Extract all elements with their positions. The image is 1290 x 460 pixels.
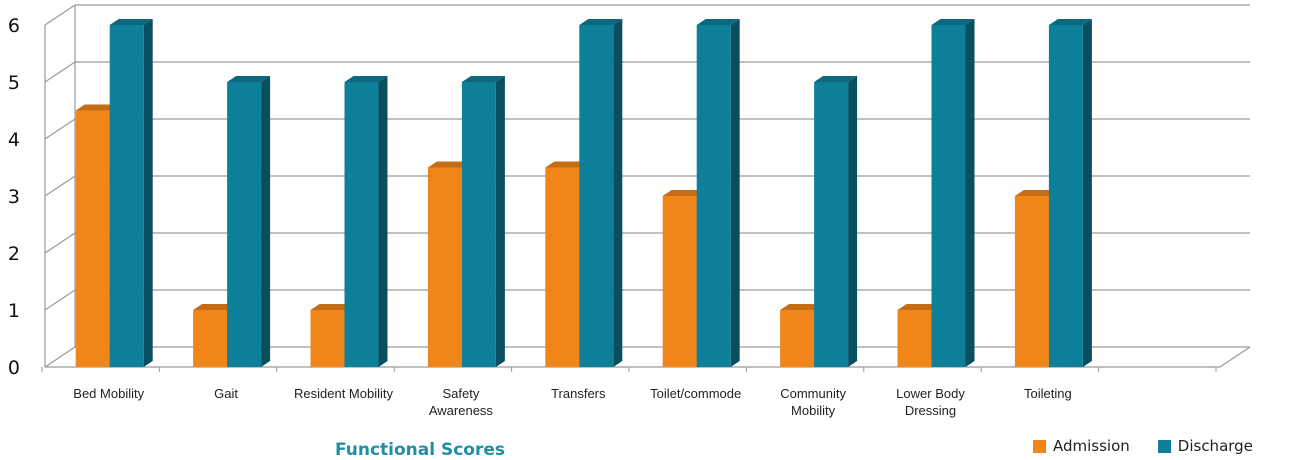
bar-top-discharge	[344, 76, 388, 82]
floor-right-edge	[1219, 346, 1251, 368]
chart-title: Functional Scores	[334, 440, 506, 460]
legend-item-discharge: Discharge	[1157, 437, 1253, 455]
x-tick-label: Awareness	[429, 403, 494, 418]
bar-top-discharge	[109, 19, 153, 25]
bar-top-admission	[427, 161, 471, 168]
x-tick-label: Mobility	[791, 403, 836, 418]
x-tick-label: Resident Mobility	[294, 386, 393, 401]
bar-top-discharge	[931, 19, 975, 25]
legend-swatch-admission	[1033, 439, 1046, 453]
bar-top-discharge	[1048, 19, 1092, 25]
bar-top-discharge	[814, 76, 858, 82]
gridline-side	[44, 118, 76, 140]
bar-admission	[1014, 196, 1049, 367]
legend-label-discharge: Discharge	[1177, 437, 1253, 455]
bar-side-discharge	[613, 19, 623, 367]
bar-top-admission	[662, 190, 706, 196]
x-tick-label: Bed Mobility	[73, 386, 144, 401]
legend-label-admission: Admission	[1053, 437, 1130, 455]
bar-top-admission	[310, 304, 354, 310]
legend-item-admission: Admission	[1033, 437, 1130, 455]
bar-side-discharge	[143, 19, 153, 367]
bar-discharge	[696, 25, 731, 367]
gridline-side	[44, 4, 76, 26]
bar-side-discharge	[261, 76, 271, 367]
y-tick-label: 1	[8, 300, 20, 322]
bar-side-discharge	[378, 76, 388, 367]
bar-top-admission	[193, 304, 237, 310]
bar-admission	[545, 167, 580, 367]
y-tick-label: 2	[8, 243, 20, 265]
bar-admission	[193, 310, 228, 367]
bar-admission	[662, 196, 697, 367]
bar-discharge	[461, 82, 496, 367]
bar-top-discharge	[696, 19, 740, 25]
bar-top-discharge	[579, 19, 623, 25]
bar-discharge	[814, 82, 849, 367]
x-tick-label: Toileting	[1024, 386, 1072, 401]
x-tick-label: Community	[780, 386, 846, 401]
bar-top-discharge	[461, 76, 505, 82]
bar-side-discharge	[495, 76, 505, 367]
bar-top-discharge	[227, 76, 271, 82]
bar-discharge	[931, 25, 966, 367]
gridline-side	[44, 61, 76, 83]
gridline-side	[44, 289, 76, 311]
bar-side-discharge	[1082, 19, 1092, 367]
gridline-side	[44, 175, 76, 197]
x-tick-label: Gait	[214, 386, 238, 401]
x-tick-label: Transfers	[551, 386, 606, 401]
bar-admission	[310, 310, 345, 367]
y-tick-label: 5	[8, 72, 20, 94]
bar-discharge	[1048, 25, 1083, 367]
bar-discharge	[344, 82, 379, 367]
bar-admission	[897, 310, 932, 367]
x-tick-label: Dressing	[905, 403, 956, 418]
x-tick-label: Safety	[442, 386, 479, 401]
x-tick-label: Lower Body	[896, 386, 965, 401]
bar-side-discharge	[965, 19, 975, 367]
bar-admission	[780, 310, 815, 367]
bar-admission	[75, 110, 110, 367]
bar-top-admission	[780, 304, 824, 310]
bar-top-admission	[1014, 190, 1058, 196]
bar-side-discharge	[848, 76, 858, 367]
bar-admission	[427, 167, 462, 367]
y-tick-label: 3	[8, 186, 20, 208]
chart-legend: Admission Discharge	[1033, 436, 1253, 456]
y-tick-label: 4	[8, 129, 20, 151]
bar-top-admission	[545, 161, 589, 168]
y-tick-label: 0	[8, 357, 20, 379]
x-tick-label: Toilet/commode	[650, 386, 741, 401]
bar-discharge	[227, 82, 262, 367]
legend-swatch-discharge	[1157, 439, 1171, 453]
bar-discharge	[109, 25, 144, 367]
bar-top-admission	[897, 304, 941, 310]
bar-discharge	[579, 25, 614, 367]
gridline-side	[44, 346, 76, 368]
bar-side-discharge	[730, 19, 740, 367]
gridline-side	[44, 232, 76, 254]
y-tick-label: 6	[8, 15, 20, 37]
bar-top-admission	[75, 104, 119, 111]
